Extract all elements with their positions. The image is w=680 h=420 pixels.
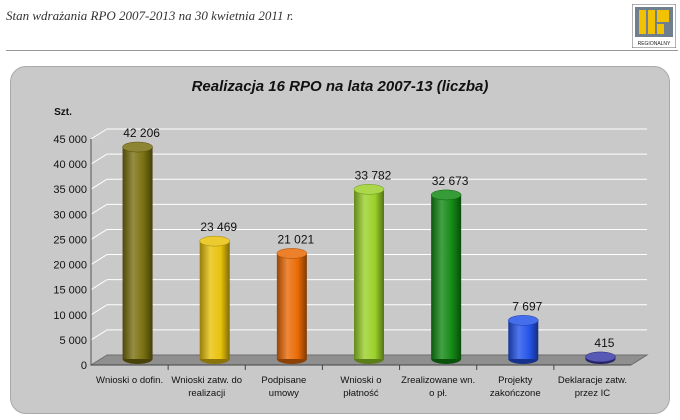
gridline-depth — [90, 254, 108, 265]
bar-top — [276, 248, 308, 259]
y-tick-label: 40 000 — [53, 159, 87, 171]
x-tick-label: Wnioski o — [340, 375, 381, 386]
x-tick-label: Podpisane — [261, 375, 306, 386]
header-divider — [6, 50, 678, 51]
bar-value-label: 21 021 — [278, 232, 315, 246]
bar-1 — [199, 235, 230, 364]
gridline-depth — [90, 203, 108, 215]
x-tick-label: zakończone — [490, 388, 541, 399]
gridline-depth — [90, 229, 108, 240]
gridline-depth — [90, 329, 108, 341]
gridline-depth — [90, 153, 108, 165]
chart-title: Realizacja 16 RPO na lata 2007-13 (liczb… — [192, 78, 489, 95]
x-tick-label: o pł. — [429, 388, 447, 399]
y-tick-label: 10 000 — [53, 310, 87, 322]
gridline-depth — [90, 279, 108, 291]
bar-top — [353, 184, 385, 195]
y-tick-label: 30 000 — [53, 209, 87, 221]
gridline-depth — [90, 178, 108, 190]
bar-top — [430, 189, 462, 201]
x-tick-label: Deklaracje zatw. — [558, 375, 627, 386]
bar-value-label: 33 782 — [355, 168, 392, 182]
x-tick-label: Wnioski o dofin. — [96, 375, 163, 386]
bar-body — [431, 194, 462, 359]
x-tick-label: płatność — [343, 388, 379, 399]
y-tick-label: 25 000 — [53, 234, 87, 246]
x-tick-label: Zrealizowane wn. — [401, 375, 475, 386]
bar-4 — [430, 189, 462, 364]
chart-panel: Realizacja 16 RPO na lata 2007-13 (liczb… — [10, 66, 670, 414]
bar-value-label: 7 697 — [512, 299, 542, 313]
y-tick-label: 0 — [81, 360, 87, 372]
x-tick-label: Wnioski zatw. do — [171, 375, 242, 386]
y-tick-label: 5 000 — [59, 335, 87, 347]
logo-icon: REGIONALNY — [631, 3, 677, 49]
bar-0 — [122, 141, 153, 364]
bar-body — [122, 147, 153, 359]
bar-value-label: 32 673 — [432, 174, 469, 188]
document-title: Stan wdrażania RPO 2007-2013 na 30 kwiet… — [6, 8, 294, 23]
bar-6 — [585, 351, 616, 364]
bar-body — [276, 253, 307, 359]
bar-body — [199, 241, 230, 359]
x-tick-label: przez IC — [575, 388, 611, 399]
bar-value-label: 415 — [594, 336, 614, 350]
y-tick-label: 15 000 — [53, 285, 87, 297]
bar-3 — [353, 184, 385, 364]
logo: REGIONALNY — [631, 3, 677, 49]
bar-top — [508, 315, 539, 326]
y-axis-label: Szt. — [54, 107, 72, 118]
bar-chart: Realizacja 16 RPO na lata 2007-13 (liczb… — [53, 78, 649, 399]
bar-top — [585, 351, 616, 363]
bar-body — [354, 189, 384, 359]
bar-5 — [508, 315, 539, 364]
y-tick-label: 20 000 — [53, 260, 87, 272]
bar-body — [508, 320, 539, 359]
y-tick-label: 35 000 — [53, 184, 87, 196]
bar-top — [122, 141, 153, 153]
x-tick-label: realizacji — [188, 388, 225, 399]
bar-2 — [276, 248, 308, 364]
y-tick-label: 45 000 — [53, 134, 87, 146]
x-tick-label: umowy — [269, 388, 299, 399]
gridline-depth — [90, 304, 108, 316]
svg-text:REGIONALNY: REGIONALNY — [638, 41, 671, 47]
bar-top — [199, 235, 230, 247]
x-tick-label: Projekty — [498, 375, 533, 386]
bar-value-label: 23 469 — [200, 220, 237, 234]
gridline-depth — [90, 128, 108, 140]
bar-value-label: 42 206 — [123, 126, 160, 140]
